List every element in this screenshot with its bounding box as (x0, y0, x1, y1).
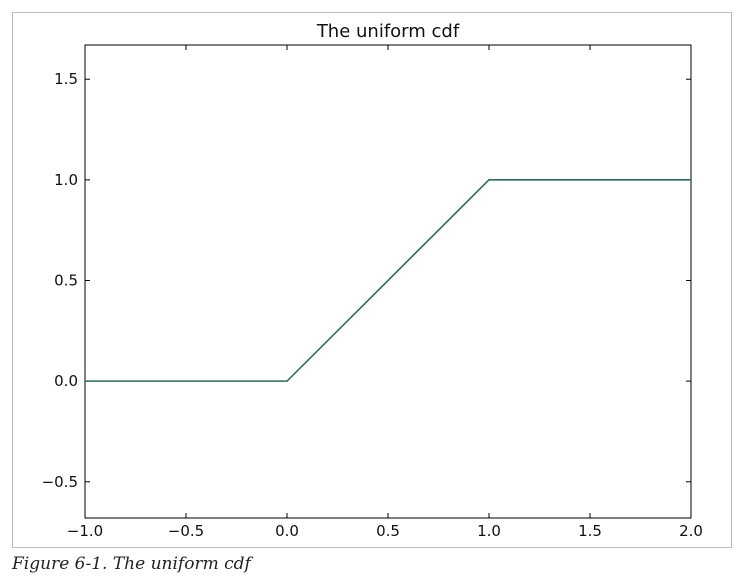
x-tick-label: 2.0 (679, 522, 703, 540)
series-line-cdf (85, 179, 691, 382)
y-tick-label: 1.0 (54, 171, 78, 189)
x-tick-label: −1.0 (67, 522, 103, 540)
y-tick-label: −0.5 (42, 473, 78, 491)
x-tick-label: 1.5 (578, 522, 602, 540)
x-tick-label: 0.0 (275, 522, 299, 540)
figure-frame (12, 12, 732, 548)
x-tick-label: 1.0 (477, 522, 501, 540)
y-tick-label: 0.0 (54, 372, 78, 390)
figure-caption: Figure 6-1. The uniform cdf (12, 554, 251, 574)
plot-layer: The uniform cdf −1.0 −0.5 0.0 0.5 1.0 1.5 2.0 −0… (42, 21, 703, 540)
y-tick-label: 1.5 (54, 70, 78, 88)
y-tick-label: 0.5 (54, 271, 78, 289)
chart-title: The uniform cdf (316, 21, 460, 42)
x-tick-label: −0.5 (168, 522, 204, 540)
x-tick-label: 0.5 (376, 522, 400, 540)
chart: The uniform cdf −1.0 −0.5 0.0 0.5 1.0 1.5 2.0 −0… (42, 21, 703, 540)
